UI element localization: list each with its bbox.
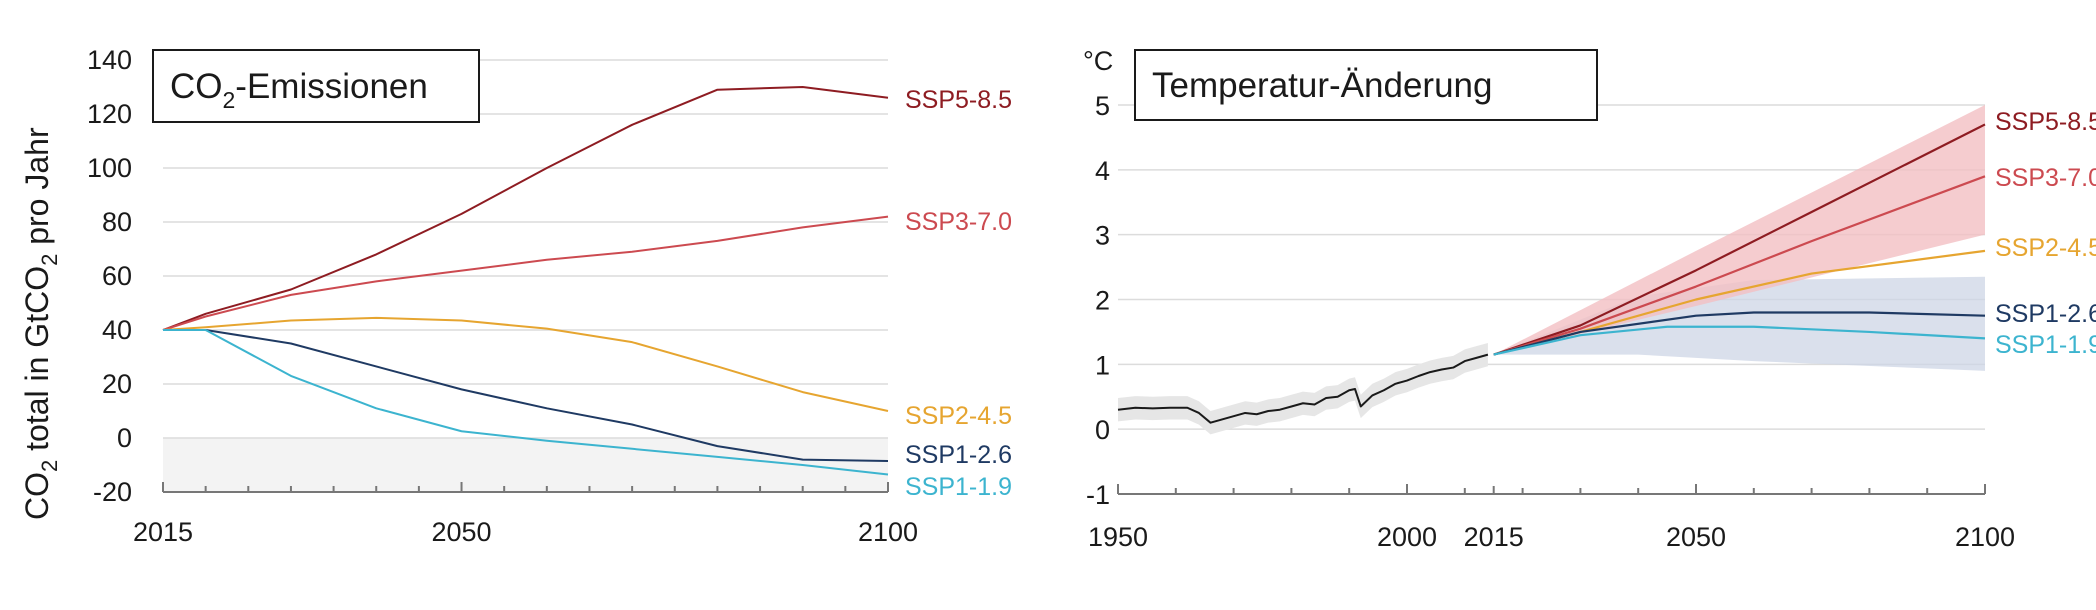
emission-series-labels: SSP5-8.5 SSP3-7.0 SSP2-4.5 SSP1-2.6 SSP1-1.9 [905,86,1012,501]
series-line-ssp5-8.5 [162,86,889,331]
series-line-ssp1-2.6 [163,329,889,462]
x-tick-label: 1950 [1088,522,1148,552]
y-tick-label: 80 [102,207,132,237]
y-tick-label: 0 [1095,415,1110,445]
series-line-ssp1-2.6 [1493,311,1986,356]
y-tick-label: 0 [117,423,132,453]
x-tick-label: 2015 [133,517,193,547]
uncertainty-bands [1118,105,1985,435]
y-tick-label: -1 [1086,480,1110,510]
series-label: SSP1-1.9 [1995,331,2096,359]
temperature-series-lines [1117,123,1986,424]
chart-title: Temperatur-Änderung [1152,66,1492,105]
y-tick-label: 20 [102,369,132,399]
y-tick-label: 5 [1095,91,1110,121]
series-line-ssp2-4.5 [162,316,889,412]
x-tick-label: 2100 [1955,522,2015,552]
y-tick-label: -20 [93,477,132,507]
x-axis: 1950 2000 2015 2050 2100 [1088,484,2015,552]
x-tick-label: 2000 [1377,522,1437,552]
y-tick-label: 40 [102,315,132,345]
series-label: SSP5-8.5 [905,86,1012,114]
historical-band [1118,342,1488,435]
series-label: SSP3-7.0 [905,208,1012,236]
x-tick-label: 2050 [431,517,491,547]
y-tick-labels: -20 0 20 40 60 80 100 120 140 [87,45,132,507]
y-tick-label: 1 [1095,350,1110,380]
chart-title: CO2-Emissionen [170,67,428,113]
series-label: SSP1-1.9 [905,473,1012,501]
series-line-ssp3-7.0 [162,215,889,331]
series-line-ssp1-1.9 [1493,325,1986,356]
y-unit-label: °C [1083,46,1113,76]
y-tick-label: 120 [87,99,132,129]
historical-line [1117,353,1489,424]
y-tick-label: 140 [87,45,132,75]
y-tick-label: 4 [1095,156,1110,186]
series-label: SSP2-4.5 [1995,234,2096,262]
y-tick-label: 2 [1095,286,1110,316]
negative-band [163,438,888,492]
x-tick-label: 2050 [1666,522,1726,552]
chart-title-box: Temperatur-Änderung [1134,49,1598,121]
series-line-ssp3-7.0 [1493,175,1986,356]
high-scenario-band [1493,105,1985,355]
y-tick-label: 3 [1095,221,1110,251]
y-tick-label: 100 [87,153,132,183]
series-label: SSP2-4.5 [905,402,1012,430]
y-tick-labels: -1 0 1 2 3 4 5 [1086,91,1110,510]
co2-emissions-chart: -20 0 20 40 60 80 100 120 140 2015 2050 2100 SSP5-… [19,45,1012,547]
series-label: SSP3-7.0 [1995,164,2096,192]
series-label: SSP5-8.5 [1995,108,2096,136]
low-scenario-band [1493,276,1985,371]
x-axis: 2015 2050 2100 [133,482,918,547]
y-tick-label: 60 [102,261,132,291]
series-line-ssp1-1.9 [163,329,889,476]
x-tick-label: 2100 [858,517,918,547]
series-line-ssp5-8.5 [1493,123,1986,356]
negative-emissions-band [163,438,888,492]
y-axis-label: CO2 total in GtCO2 pro Jahr [19,127,62,520]
temperature-series-labels: SSP5-8.5 SSP3-7.0 SSP2-4.5 SSP1-2.6 SSP1-1.9 [1995,108,2096,359]
x-tick-label: 2015 [1464,522,1524,552]
chart-title-box: CO2-Emissionen [152,49,480,123]
emission-series-lines [162,86,889,476]
series-label: SSP1-2.6 [1995,300,2096,328]
series-label: SSP1-2.6 [905,441,1012,469]
